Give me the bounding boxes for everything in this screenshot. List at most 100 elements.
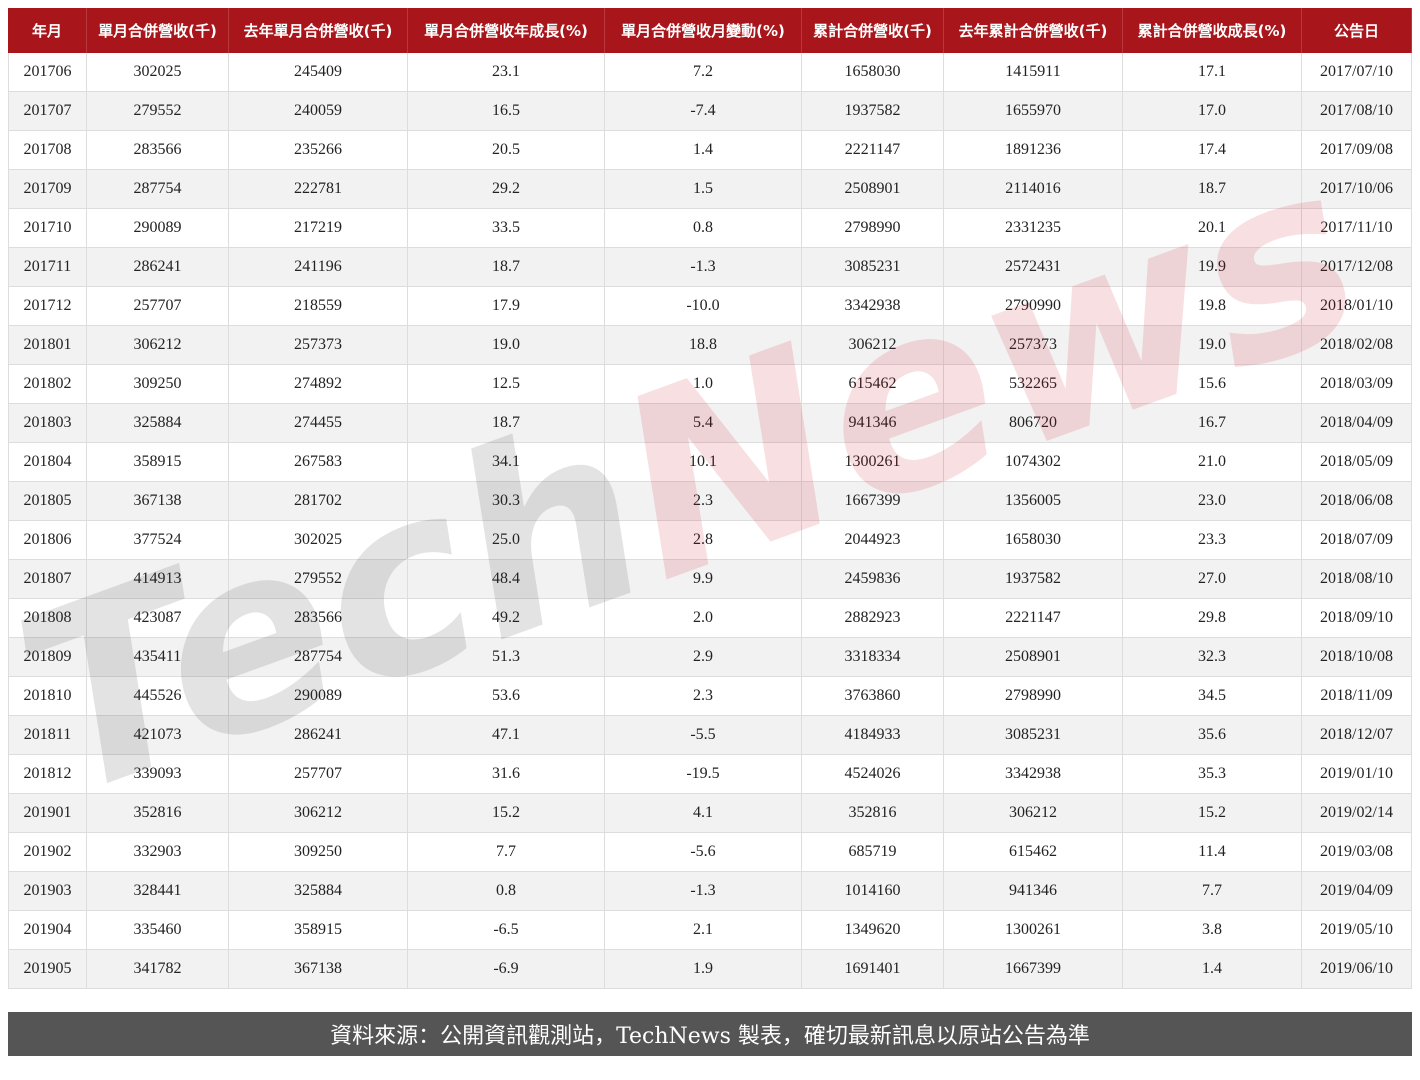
- header-cell: 去年單月合併營收(千): [229, 8, 408, 53]
- table-cell: 19.0: [1123, 326, 1302, 365]
- table-cell: 1349620: [802, 911, 944, 950]
- table-cell: 19.9: [1123, 248, 1302, 287]
- table-cell: 201804: [8, 443, 87, 482]
- table-cell: 2017/09/08: [1302, 131, 1412, 170]
- table-cell: 19.8: [1123, 287, 1302, 326]
- table-cell: 2017/10/06: [1302, 170, 1412, 209]
- table-cell: 3763860: [802, 677, 944, 716]
- table-cell: 51.3: [408, 638, 605, 677]
- table-cell: 29.2: [408, 170, 605, 209]
- table-cell: 49.2: [408, 599, 605, 638]
- table-cell: 941346: [944, 872, 1123, 911]
- table-cell: 2018/12/07: [1302, 716, 1412, 755]
- table-cell: 3.8: [1123, 911, 1302, 950]
- table-cell: 435411: [87, 638, 229, 677]
- table-cell: 2572431: [944, 248, 1123, 287]
- table-cell: 2019/03/08: [1302, 833, 1412, 872]
- header-cell: 單月合併營收(千): [87, 8, 229, 53]
- table-cell: 1.0: [605, 365, 802, 404]
- table-cell: 217219: [229, 209, 408, 248]
- table-cell: 201709: [8, 170, 87, 209]
- table-cell: 15.2: [1123, 794, 1302, 833]
- table-cell: 290089: [229, 677, 408, 716]
- table-cell: -6.9: [408, 950, 605, 989]
- table-cell: 31.6: [408, 755, 605, 794]
- table-cell: 2017/08/10: [1302, 92, 1412, 131]
- table-cell: 2018/11/09: [1302, 677, 1412, 716]
- table-cell: 47.1: [408, 716, 605, 755]
- table-cell: 2019/01/10: [1302, 755, 1412, 794]
- table-cell: 25.0: [408, 521, 605, 560]
- table-cell: 339093: [87, 755, 229, 794]
- table-cell: 9.9: [605, 560, 802, 599]
- table-cell: 3318334: [802, 638, 944, 677]
- table-cell: 201708: [8, 131, 87, 170]
- table-cell: 2019/05/10: [1302, 911, 1412, 950]
- table-cell: -5.5: [605, 716, 802, 755]
- table-cell: 17.0: [1123, 92, 1302, 131]
- table-cell: 2221147: [802, 131, 944, 170]
- table-cell: 2017/12/08: [1302, 248, 1412, 287]
- table-cell: 201901: [8, 794, 87, 833]
- table-cell: 1074302: [944, 443, 1123, 482]
- table-cell: 286241: [87, 248, 229, 287]
- table-cell: 1.4: [1123, 950, 1302, 989]
- table-cell: 27.0: [1123, 560, 1302, 599]
- table-cell: 306212: [802, 326, 944, 365]
- table-cell: 201904: [8, 911, 87, 950]
- table-cell: 358915: [87, 443, 229, 482]
- table-cell: 2018/05/09: [1302, 443, 1412, 482]
- table-cell: 2018/02/08: [1302, 326, 1412, 365]
- table-cell: 367138: [87, 482, 229, 521]
- table-cell: -6.5: [408, 911, 605, 950]
- table-cell: 201711: [8, 248, 87, 287]
- table-cell: 377524: [87, 521, 229, 560]
- table-cell: 201802: [8, 365, 87, 404]
- table-cell: 245409: [229, 53, 408, 92]
- table-cell: 2459836: [802, 560, 944, 599]
- table-cell: 414913: [87, 560, 229, 599]
- table-cell: 1691401: [802, 950, 944, 989]
- table-cell: 2018/03/09: [1302, 365, 1412, 404]
- table-cell: 15.2: [408, 794, 605, 833]
- table-cell: 287754: [229, 638, 408, 677]
- table-cell: 201712: [8, 287, 87, 326]
- table-cell: 201806: [8, 521, 87, 560]
- table-cell: 1.4: [605, 131, 802, 170]
- table-cell: 201807: [8, 560, 87, 599]
- table-cell: 267583: [229, 443, 408, 482]
- table-cell: 235266: [229, 131, 408, 170]
- table-cell: 218559: [229, 287, 408, 326]
- table-cell: 302025: [87, 53, 229, 92]
- table-cell: 48.4: [408, 560, 605, 599]
- table-cell: 53.6: [408, 677, 605, 716]
- table-cell: 2018/07/09: [1302, 521, 1412, 560]
- table-cell: 11.4: [1123, 833, 1302, 872]
- table-cell: 445526: [87, 677, 229, 716]
- table-cell: 3085231: [944, 716, 1123, 755]
- table-cell: 201805: [8, 482, 87, 521]
- table-cell: 283566: [229, 599, 408, 638]
- table-cell: 1415911: [944, 53, 1123, 92]
- table-cell: 201706: [8, 53, 87, 92]
- header-cell: 年月: [8, 8, 87, 53]
- table-cell: 279552: [87, 92, 229, 131]
- table-cell: 358915: [229, 911, 408, 950]
- table-cell: 2018/04/09: [1302, 404, 1412, 443]
- table-cell: 35.6: [1123, 716, 1302, 755]
- table-cell: 309250: [229, 833, 408, 872]
- table-cell: 352816: [87, 794, 229, 833]
- header-cell: 累計合併營收成長(%): [1123, 8, 1302, 53]
- table-cell: 4524026: [802, 755, 944, 794]
- table-cell: 17.1: [1123, 53, 1302, 92]
- table-cell: 2221147: [944, 599, 1123, 638]
- table-cell: 1.9: [605, 950, 802, 989]
- footer: 資料來源：公開資訊觀測站，TechNews 製表，確切最新訊息以原站公告為準: [8, 1012, 1412, 1056]
- table-cell: 532265: [944, 365, 1123, 404]
- table-cell: 283566: [87, 131, 229, 170]
- table-cell: 615462: [944, 833, 1123, 872]
- table-cell: 201801: [8, 326, 87, 365]
- table-cell: 306212: [944, 794, 1123, 833]
- table-cell: 2018/09/10: [1302, 599, 1412, 638]
- table-cell: 2.3: [605, 482, 802, 521]
